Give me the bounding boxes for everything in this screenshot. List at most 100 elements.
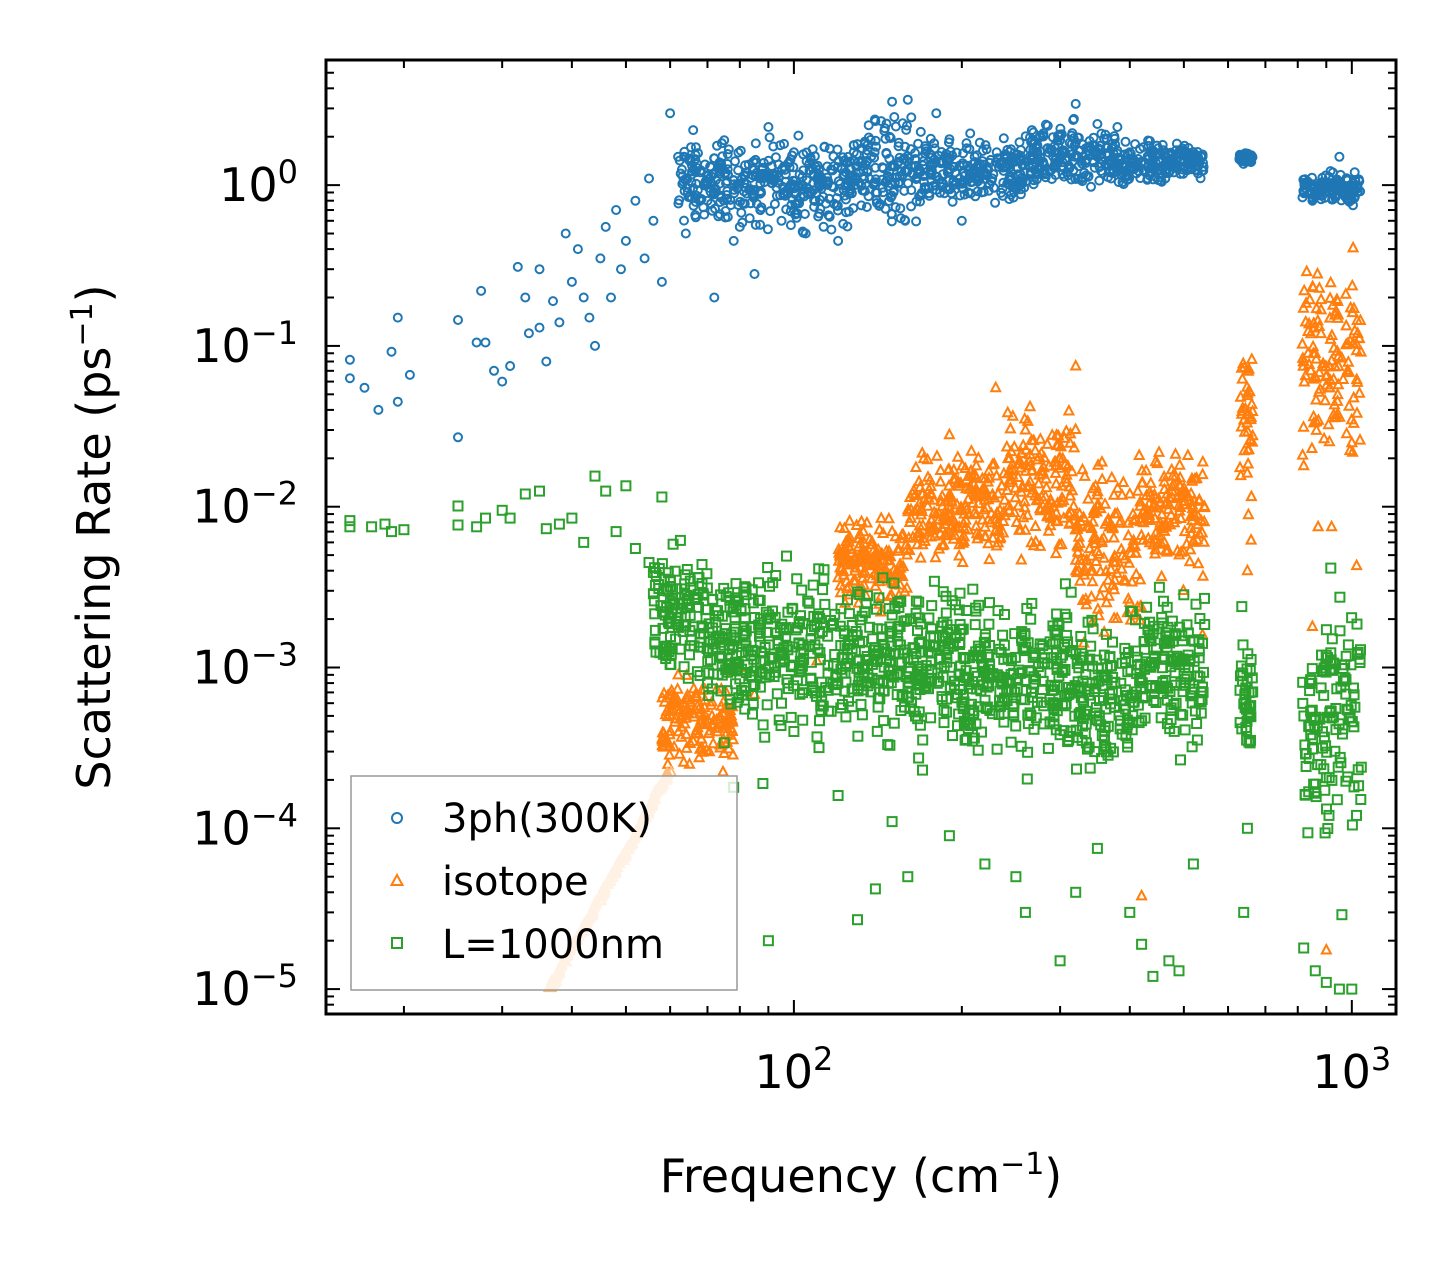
point-3ph-33 — [611, 205, 622, 215]
point-boundary-55 — [1238, 906, 1250, 918]
point-boundary-band4 — [1085, 640, 1097, 652]
point-isotope-band1 — [837, 564, 850, 577]
point-boundary-band5 — [1197, 637, 1208, 649]
point-3ph-band2 — [880, 203, 891, 214]
point-isotope-band4 — [1110, 611, 1124, 623]
point-isotope-band2 — [906, 486, 919, 499]
point-3ph-band1 — [803, 189, 814, 200]
point-boundary-band1 — [776, 646, 787, 658]
point-isotope-band3 — [1002, 498, 1015, 511]
point-boundary-band0 — [681, 589, 693, 601]
point-3ph-band0 — [710, 183, 721, 194]
point-isotope-band1 — [854, 560, 867, 573]
point-3ph-band1 — [818, 221, 829, 232]
point-isotope-band5 — [1184, 542, 1197, 555]
point-boundary-band2 — [846, 683, 858, 695]
point-boundary-band2 — [888, 717, 900, 729]
point-boundary-37 — [852, 914, 863, 926]
point-boundary-band5 — [1146, 680, 1158, 691]
point-3ph-band1 — [745, 198, 756, 209]
point-3ph-band2 — [897, 118, 908, 129]
point-3ph-band4 — [1051, 157, 1062, 168]
point-boundary-band2 — [912, 625, 923, 637]
point-3ph-band4 — [1068, 165, 1079, 176]
point-isotope-band2 — [972, 450, 985, 463]
point-3ph-band0 — [682, 174, 693, 184]
point-3ph-84 — [1346, 191, 1357, 202]
point-isotope-band2 — [908, 488, 922, 500]
point-boundary-band1 — [745, 649, 757, 661]
point-isotope-band7 — [1310, 351, 1323, 364]
point-boundary-band3 — [1024, 707, 1036, 719]
point-3ph-47 — [709, 292, 720, 303]
point-boundary-band3 — [973, 599, 985, 611]
point-boundary-band2 — [853, 666, 865, 678]
point-boundary-band4 — [1096, 730, 1108, 742]
point-isotope-band1 — [894, 531, 907, 544]
point-3ph-62 — [917, 151, 928, 162]
point-3ph-band2 — [899, 154, 910, 165]
point-isotope-11 — [989, 380, 1002, 393]
point-isotope-band0 — [695, 740, 709, 753]
point-boundary-band7 — [1352, 764, 1364, 776]
point-3ph-band0 — [722, 169, 733, 180]
point-isotope-band3 — [1009, 490, 1022, 503]
point-isotope-band1 — [843, 530, 856, 542]
point-boundary-band4 — [1071, 658, 1083, 670]
point-3ph-band1 — [751, 157, 762, 168]
point-boundary-band2 — [894, 639, 906, 651]
point-3ph-band2 — [870, 135, 881, 146]
point-isotope-band4 — [1097, 551, 1111, 563]
point-3ph-band1 — [771, 169, 782, 180]
point-isotope-band5 — [1135, 475, 1149, 488]
point-3ph-band0 — [709, 153, 720, 164]
point-boundary-band4 — [1078, 696, 1090, 708]
point-3ph-band6 — [1192, 165, 1203, 176]
point-boundary-16 — [566, 512, 578, 524]
point-3ph-band4 — [1086, 181, 1096, 192]
point-boundary-band3 — [1015, 740, 1027, 752]
point-3ph-band5 — [1146, 157, 1157, 168]
point-isotope-band0 — [690, 689, 703, 702]
point-boundary-band5 — [1185, 690, 1197, 702]
point-3ph-band2 — [885, 133, 896, 143]
point-boundary-10 — [496, 504, 508, 516]
point-isotope-band2 — [962, 522, 975, 535]
point-isotope-band1 — [835, 562, 848, 575]
point-isotope-band4 — [1125, 574, 1139, 587]
point-boundary-band6 — [1235, 660, 1247, 672]
point-3ph-band1 — [756, 164, 767, 175]
point-boundary-38 — [869, 883, 881, 895]
point-boundary-band3 — [1020, 685, 1032, 697]
point-boundary-band2 — [892, 597, 904, 608]
point-isotope-band3 — [1019, 442, 1033, 455]
point-boundary-band0 — [674, 643, 686, 655]
point-isotope-band7 — [1323, 291, 1337, 303]
point-boundary-band2 — [928, 575, 940, 587]
point-isotope-band2 — [903, 515, 916, 527]
point-3ph-59 — [870, 116, 881, 127]
point-isotope-band1 — [884, 549, 897, 562]
point-isotope-band7 — [1296, 447, 1309, 460]
x-tick-label-1: 103 — [1312, 1040, 1391, 1099]
point-isotope-band3 — [1042, 524, 1055, 536]
point-3ph-band0 — [723, 144, 734, 155]
point-3ph-band2 — [908, 169, 919, 180]
point-isotope-band5 — [1198, 514, 1211, 527]
point-isotope-26 — [1345, 435, 1358, 448]
point-boundary-band2 — [901, 615, 913, 627]
point-isotope-band2 — [953, 519, 966, 532]
point-3ph-band3 — [951, 147, 962, 158]
point-3ph-63 — [931, 108, 942, 119]
point-isotope-band5 — [1174, 511, 1187, 523]
point-3ph-32 — [606, 292, 616, 303]
point-boundary-43 — [979, 858, 991, 870]
point-boundary-band2 — [822, 630, 834, 642]
point-boundary-band7 — [1337, 723, 1349, 735]
point-3ph-0 — [344, 373, 355, 384]
point-isotope-band5 — [1164, 508, 1178, 520]
point-isotope-band1 — [843, 539, 856, 552]
point-3ph-23 — [554, 317, 565, 328]
point-boundary-band3 — [1045, 652, 1057, 664]
point-3ph-band6 — [1181, 165, 1192, 176]
